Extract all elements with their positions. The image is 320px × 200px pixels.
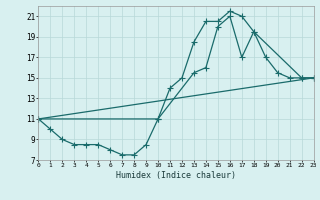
X-axis label: Humidex (Indice chaleur): Humidex (Indice chaleur) bbox=[116, 171, 236, 180]
